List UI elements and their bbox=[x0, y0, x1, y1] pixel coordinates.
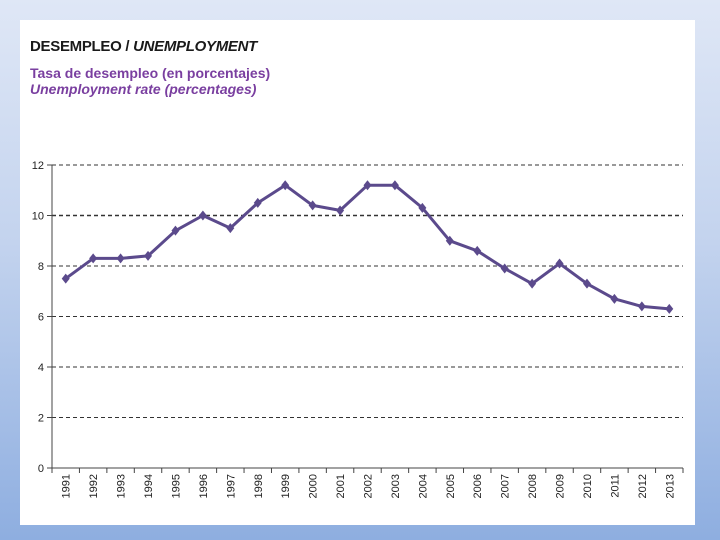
x-tick-label-2011: 2011 bbox=[609, 474, 621, 498]
x-tick-label-1996: 1996 bbox=[198, 474, 210, 498]
data-point-2012 bbox=[637, 301, 646, 312]
x-tick-label-2000: 2000 bbox=[308, 474, 320, 498]
x-tick-label-2003: 2003 bbox=[390, 474, 402, 498]
axes bbox=[47, 164, 684, 473]
x-tick-label-1997: 1997 bbox=[225, 474, 237, 498]
slide-panel: DESEMPLEO / UNEMPLOYMENT Tasa de desempl… bbox=[20, 20, 695, 525]
y-tick-label-0: 0 bbox=[38, 463, 44, 475]
x-tick-label-1995: 1995 bbox=[170, 474, 182, 498]
x-tick-label-1999: 1999 bbox=[280, 474, 292, 498]
chart-subtitle-es: Tasa de desempleo (en porcentajes) bbox=[30, 65, 271, 81]
y-tick-label-10: 10 bbox=[32, 211, 44, 223]
chart-title: DESEMPLEO / UNEMPLOYMENT bbox=[30, 38, 270, 55]
x-tick-label-1991: 1991 bbox=[61, 474, 73, 498]
y-tick-label-6: 6 bbox=[38, 312, 44, 324]
chart-title-en: UNEMPLOYMENT bbox=[133, 38, 257, 55]
x-tick-label-2006: 2006 bbox=[472, 474, 484, 498]
data-point-1997 bbox=[226, 223, 235, 234]
x-tick-label-2008: 2008 bbox=[527, 474, 539, 498]
chart-title-es: DESEMPLEO / bbox=[30, 38, 130, 55]
data-point-2004 bbox=[418, 202, 427, 213]
data-point-1992 bbox=[89, 253, 98, 264]
x-tick-label-2010: 2010 bbox=[582, 474, 594, 498]
x-tick-labels: 1991 1992 1993 1994 1995 1996 1997 1998 1999 2000… bbox=[61, 474, 677, 498]
x-tick-label-2005: 2005 bbox=[445, 474, 457, 498]
y-tick-label-4: 4 bbox=[38, 362, 44, 374]
y-tick-label-12: 12 bbox=[32, 160, 44, 172]
data-point-2005 bbox=[445, 235, 454, 246]
y-tick-labels: 0 2 4 6 8 10 12 bbox=[32, 160, 44, 475]
data-point-1991 bbox=[61, 273, 70, 284]
x-tick-label-1993: 1993 bbox=[116, 474, 128, 498]
series-unemployment-rate bbox=[61, 180, 674, 314]
x-tick-label-2004: 2004 bbox=[417, 474, 429, 498]
data-point-2007 bbox=[500, 263, 509, 274]
x-tick-label-1992: 1992 bbox=[88, 474, 100, 498]
x-tick-label-1994: 1994 bbox=[143, 474, 155, 498]
data-point-1995 bbox=[171, 225, 180, 236]
data-point-2003 bbox=[390, 180, 399, 191]
x-tick-label-2002: 2002 bbox=[363, 474, 375, 498]
data-point-2008 bbox=[528, 278, 537, 289]
x-tick-label-2009: 2009 bbox=[555, 474, 567, 498]
chart-header: DESEMPLEO / UNEMPLOYMENT Tasa de desempl… bbox=[30, 38, 270, 97]
y-tick-label-8: 8 bbox=[38, 261, 44, 273]
data-point-2011 bbox=[610, 293, 619, 304]
x-tick-label-2012: 2012 bbox=[637, 474, 649, 498]
x-tick-label-2001: 2001 bbox=[335, 474, 347, 498]
y-tick-label-2: 2 bbox=[38, 413, 44, 425]
data-point-2009 bbox=[555, 258, 564, 269]
data-point-1993 bbox=[116, 253, 125, 264]
x-tick-label-1998: 1998 bbox=[253, 474, 265, 498]
data-point-2013 bbox=[665, 303, 674, 314]
data-point-1999 bbox=[281, 180, 290, 191]
series-line bbox=[64, 183, 670, 311]
data-point-1994 bbox=[144, 250, 153, 261]
data-point-1998 bbox=[253, 197, 262, 208]
chart-subtitle-en: Unemployment rate (percentages) bbox=[30, 81, 257, 97]
grid-lines bbox=[52, 164, 683, 418]
x-tick-label-2007: 2007 bbox=[500, 474, 512, 498]
data-point-2002 bbox=[363, 180, 372, 191]
data-point-2000 bbox=[308, 200, 317, 211]
data-point-2006 bbox=[473, 245, 482, 256]
data-point-2010 bbox=[582, 278, 591, 289]
data-point-1996 bbox=[198, 210, 207, 221]
x-tick-label-2013: 2013 bbox=[664, 474, 676, 498]
data-point-2001 bbox=[336, 205, 345, 216]
